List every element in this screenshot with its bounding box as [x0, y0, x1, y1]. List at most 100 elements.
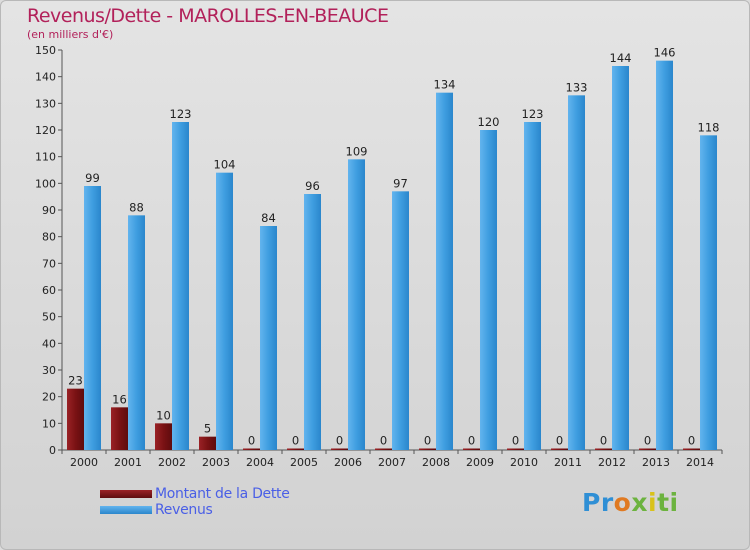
y-tick-label: 120: [35, 124, 56, 137]
y-tick-label: 90: [42, 204, 56, 217]
data-label-revenue: 97: [393, 176, 408, 190]
bar-revenue: [700, 135, 717, 451]
x-tick-label: 2005: [290, 456, 318, 469]
bar-revenue: [172, 122, 189, 450]
data-label-revenue: 84: [261, 211, 276, 225]
bar-debt: [375, 448, 392, 450]
data-label-revenue: 118: [698, 120, 720, 134]
x-tick-label: 2001: [114, 456, 142, 469]
bar-debt: [155, 423, 172, 450]
bar-debt: [199, 436, 216, 450]
y-tick-label: 110: [35, 151, 56, 164]
bar-debt: [419, 448, 436, 450]
y-tick-label: 10: [42, 417, 56, 430]
data-label-debt: 0: [336, 434, 343, 448]
bar-revenue: [128, 215, 145, 450]
data-label-debt: 0: [644, 434, 651, 448]
y-tick-label: 80: [42, 231, 56, 244]
data-label-debt: 0: [600, 434, 607, 448]
bar-revenue: [84, 186, 101, 450]
bar-debt: [287, 448, 304, 450]
bar-debt: [683, 448, 700, 450]
data-label-revenue: 146: [654, 46, 676, 60]
data-label-revenue: 123: [170, 107, 192, 121]
bar-revenue: [216, 172, 233, 450]
x-tick-label: 2003: [202, 456, 230, 469]
y-tick-label: 30: [42, 364, 56, 377]
legend-label-revenue: Revenus: [155, 502, 213, 518]
data-label-debt: 16: [112, 392, 127, 406]
data-label-debt: 10: [156, 408, 171, 422]
bar-debt: [507, 448, 524, 450]
x-tick-label: 2008: [422, 456, 450, 469]
y-tick-label: 50: [42, 311, 56, 324]
x-tick-label: 2011: [554, 456, 582, 469]
x-tick-label: 2000: [70, 456, 98, 469]
chart-subtitle: (en milliers d'€): [27, 28, 114, 41]
chart-axes: 0102030405060708090100110120130140150200…: [35, 44, 723, 469]
bar-revenue: [480, 130, 497, 450]
data-label-revenue: 88: [129, 200, 144, 214]
chart-title: Revenus/Dette - MAROLLES-EN-BEAUCE: [27, 5, 389, 27]
bar-revenue: [260, 226, 277, 450]
x-tick-label: 2002: [158, 456, 186, 469]
data-label-debt: 5: [204, 422, 211, 436]
legend-swatch-debt: [100, 490, 152, 498]
bar-revenue: [348, 159, 365, 451]
proxiti-logo: Proxiti: [582, 488, 679, 517]
data-label-revenue: 104: [214, 158, 236, 172]
x-tick-label: 2007: [378, 456, 406, 469]
data-label-revenue: 123: [522, 107, 544, 121]
bar-debt: [551, 448, 568, 450]
data-label-debt: 0: [468, 434, 475, 448]
bar-revenue: [656, 60, 673, 451]
bar-revenue: [392, 191, 409, 451]
bar-debt: [111, 407, 128, 450]
data-label-debt: 0: [248, 434, 255, 448]
bar-revenue: [304, 194, 321, 450]
bar-debt: [463, 448, 480, 450]
y-tick-label: 70: [42, 257, 56, 270]
data-label-debt: 0: [424, 434, 431, 448]
x-tick-label: 2009: [466, 456, 494, 469]
y-tick-label: 60: [42, 284, 56, 297]
legend-label-debt: Montant de la Dette: [155, 486, 290, 502]
data-label-revenue: 96: [305, 179, 320, 193]
x-tick-label: 2010: [510, 456, 538, 469]
bar-revenue: [436, 92, 453, 451]
bar-revenue: [612, 66, 629, 450]
y-tick-label: 150: [35, 44, 56, 57]
data-label-debt: 0: [292, 434, 299, 448]
x-tick-label: 2006: [334, 456, 362, 469]
data-label-debt: 0: [380, 434, 387, 448]
y-tick-label: 40: [42, 337, 56, 350]
chart-labels: 23 16 10 5 0 0 0 0 0 0 0 0 0 0 0 99 88 123 104 84 96 109 97 134…: [68, 46, 719, 448]
data-label-debt: 0: [512, 434, 519, 448]
x-tick-label: 2013: [642, 456, 670, 469]
x-tick-label: 2012: [598, 456, 626, 469]
data-label-revenue: 134: [434, 78, 456, 92]
y-tick-label: 140: [35, 71, 56, 84]
bar-debt: [67, 388, 84, 450]
bar-debt: [243, 448, 260, 450]
bar-debt: [639, 448, 656, 450]
data-label-revenue: 144: [610, 51, 632, 65]
y-tick-label: 20: [42, 391, 56, 404]
x-tick-label: 2004: [246, 456, 274, 469]
x-tick-label: 2014: [686, 456, 714, 469]
y-tick-label: 0: [49, 444, 56, 457]
data-label-debt: 23: [68, 374, 83, 388]
bar-revenue: [524, 122, 541, 450]
bar-debt: [595, 448, 612, 450]
data-label-debt: 0: [556, 434, 563, 448]
bar-debt: [331, 448, 348, 450]
data-label-revenue: 99: [85, 171, 100, 185]
y-tick-label: 130: [35, 97, 56, 110]
y-tick-label: 100: [35, 177, 56, 190]
data-label-revenue: 120: [478, 115, 500, 129]
bar-revenue: [568, 95, 585, 450]
data-label-debt: 0: [688, 434, 695, 448]
data-label-revenue: 109: [346, 144, 368, 158]
data-label-revenue: 133: [566, 80, 588, 94]
